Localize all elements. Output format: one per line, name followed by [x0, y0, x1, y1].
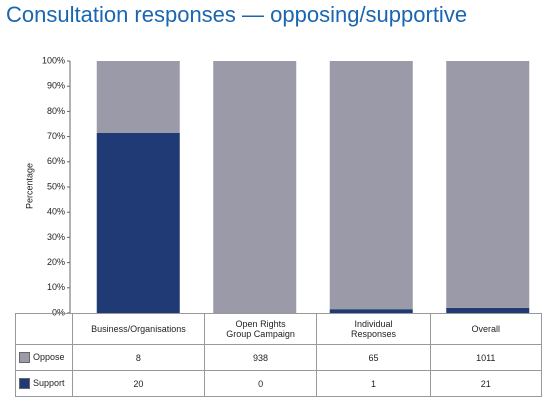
- y-tick-label: 70%: [47, 131, 65, 141]
- series-row: Support 20 0 1 21: [14, 370, 542, 397]
- y-tick-label: 60%: [47, 156, 65, 166]
- value-cell: 21: [429, 370, 542, 397]
- y-tick-label: 50%: [47, 181, 65, 191]
- category-cell: Overall: [429, 313, 542, 345]
- y-tick-label: 30%: [47, 232, 65, 242]
- y-axis-label: Percentage: [24, 163, 34, 209]
- bar-segment: [213, 61, 297, 313]
- y-tick-label: 90%: [47, 81, 65, 91]
- category-label: Overall: [471, 324, 501, 334]
- bar-segment: [329, 61, 413, 310]
- corner-cell: [14, 313, 74, 345]
- legend-cell: Oppose: [14, 344, 74, 371]
- category-label: Individual Responses: [350, 319, 396, 339]
- legend-cell: Support: [14, 370, 74, 397]
- legend-label: Support: [33, 377, 65, 388]
- y-tick-label: 10%: [47, 282, 65, 292]
- value-cell: 1: [316, 370, 431, 397]
- bar-segment: [446, 61, 530, 308]
- y-tick-label: 20%: [47, 257, 65, 267]
- value-cell: 65: [316, 344, 431, 371]
- value-cell: 0: [203, 370, 318, 397]
- y-tick-label: 100%: [42, 55, 65, 65]
- data-table: Business/Organisations Open Rights Group …: [14, 313, 542, 397]
- header-row: Business/Organisations Open Rights Group …: [14, 313, 542, 345]
- value-cell: 20: [72, 370, 205, 397]
- category-label: Open Rights Group Campaign: [226, 319, 295, 339]
- value-cell: 1011: [429, 344, 542, 371]
- series-row: Oppose 8 938 65 1011: [14, 344, 542, 371]
- category-cell: Business/Organisations: [72, 313, 205, 345]
- bar-segment: [329, 309, 413, 313]
- bar-segment: [96, 61, 180, 133]
- value-cell: 938: [203, 344, 318, 371]
- legend-swatch: [19, 352, 30, 364]
- legend-label: Oppose: [33, 351, 65, 362]
- category-cell: Individual Responses: [316, 313, 431, 345]
- y-tick-label: 40%: [47, 207, 65, 217]
- bar-segment: [96, 133, 180, 313]
- value-cell: 8: [72, 344, 205, 371]
- category-cell: Open Rights Group Campaign: [203, 313, 318, 345]
- chart-title: Consultation responses — opposing/suppor…: [6, 2, 468, 27]
- category-label: Business/Organisations: [91, 324, 186, 334]
- bar-segment: [446, 307, 530, 313]
- y-tick-label: 80%: [47, 106, 65, 116]
- y-tick-label: 0%: [52, 307, 65, 317]
- legend-swatch: [19, 378, 30, 390]
